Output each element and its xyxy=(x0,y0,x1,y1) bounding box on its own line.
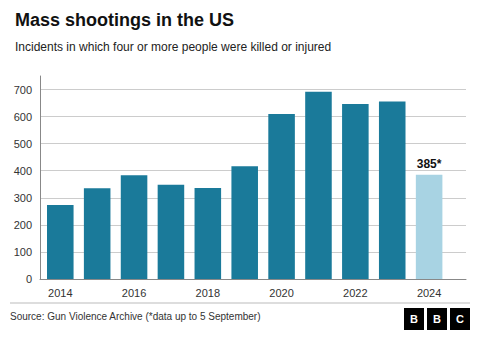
svg-text:2016: 2016 xyxy=(122,287,146,299)
svg-text:2022: 2022 xyxy=(343,287,367,299)
svg-text:B: B xyxy=(433,313,441,325)
svg-text:600: 600 xyxy=(14,111,32,123)
svg-text:2020: 2020 xyxy=(269,287,293,299)
svg-text:Mass shootings in the US: Mass shootings in the US xyxy=(15,10,234,30)
svg-text:Incidents in which four or mor: Incidents in which four or more people w… xyxy=(15,40,331,54)
svg-text:0: 0 xyxy=(26,273,32,285)
svg-text:400: 400 xyxy=(14,165,32,177)
svg-text:100: 100 xyxy=(14,246,32,258)
svg-text:300: 300 xyxy=(14,192,32,204)
svg-text:2024: 2024 xyxy=(417,287,441,299)
svg-text:200: 200 xyxy=(14,219,32,231)
svg-text:700: 700 xyxy=(14,84,32,96)
svg-text:500: 500 xyxy=(14,138,32,150)
svg-text:385*: 385* xyxy=(417,157,442,171)
svg-text:Source: Gun Violence Archive (: Source: Gun Violence Archive (*data up t… xyxy=(10,311,261,322)
svg-text:B: B xyxy=(410,313,418,325)
svg-text:2018: 2018 xyxy=(196,287,220,299)
svg-text:2014: 2014 xyxy=(48,287,72,299)
svg-text:C: C xyxy=(456,313,464,325)
